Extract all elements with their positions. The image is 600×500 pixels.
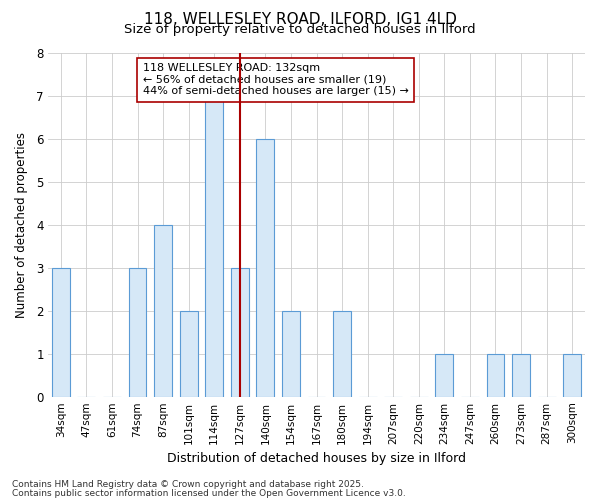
Bar — [436, 354, 454, 398]
X-axis label: Distribution of detached houses by size in Ilford: Distribution of detached houses by size … — [167, 452, 466, 465]
Text: Contains public sector information licensed under the Open Government Licence v3: Contains public sector information licen… — [12, 488, 406, 498]
Bar — [154, 225, 172, 398]
Y-axis label: Number of detached properties: Number of detached properties — [15, 132, 28, 318]
Bar — [512, 354, 530, 398]
Text: 118, WELLESLEY ROAD, ILFORD, IG1 4LD: 118, WELLESLEY ROAD, ILFORD, IG1 4LD — [143, 12, 457, 28]
Bar — [52, 268, 70, 398]
Bar — [333, 311, 351, 398]
Text: Size of property relative to detached houses in Ilford: Size of property relative to detached ho… — [124, 22, 476, 36]
Bar — [179, 311, 197, 398]
Text: Contains HM Land Registry data © Crown copyright and database right 2025.: Contains HM Land Registry data © Crown c… — [12, 480, 364, 489]
Bar — [282, 311, 300, 398]
Bar — [205, 96, 223, 398]
Bar — [256, 138, 274, 398]
Bar — [487, 354, 505, 398]
Text: 118 WELLESLEY ROAD: 132sqm
← 56% of detached houses are smaller (19)
44% of semi: 118 WELLESLEY ROAD: 132sqm ← 56% of deta… — [143, 64, 409, 96]
Bar — [563, 354, 581, 398]
Bar — [231, 268, 249, 398]
Bar — [128, 268, 146, 398]
